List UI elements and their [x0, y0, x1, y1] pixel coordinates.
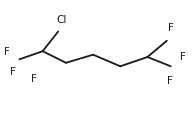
- Text: F: F: [167, 76, 173, 85]
- Text: Cl: Cl: [56, 15, 66, 25]
- Text: F: F: [168, 23, 174, 33]
- Text: F: F: [4, 46, 10, 56]
- Text: F: F: [10, 66, 16, 76]
- Text: F: F: [31, 73, 37, 83]
- Text: F: F: [180, 52, 186, 62]
